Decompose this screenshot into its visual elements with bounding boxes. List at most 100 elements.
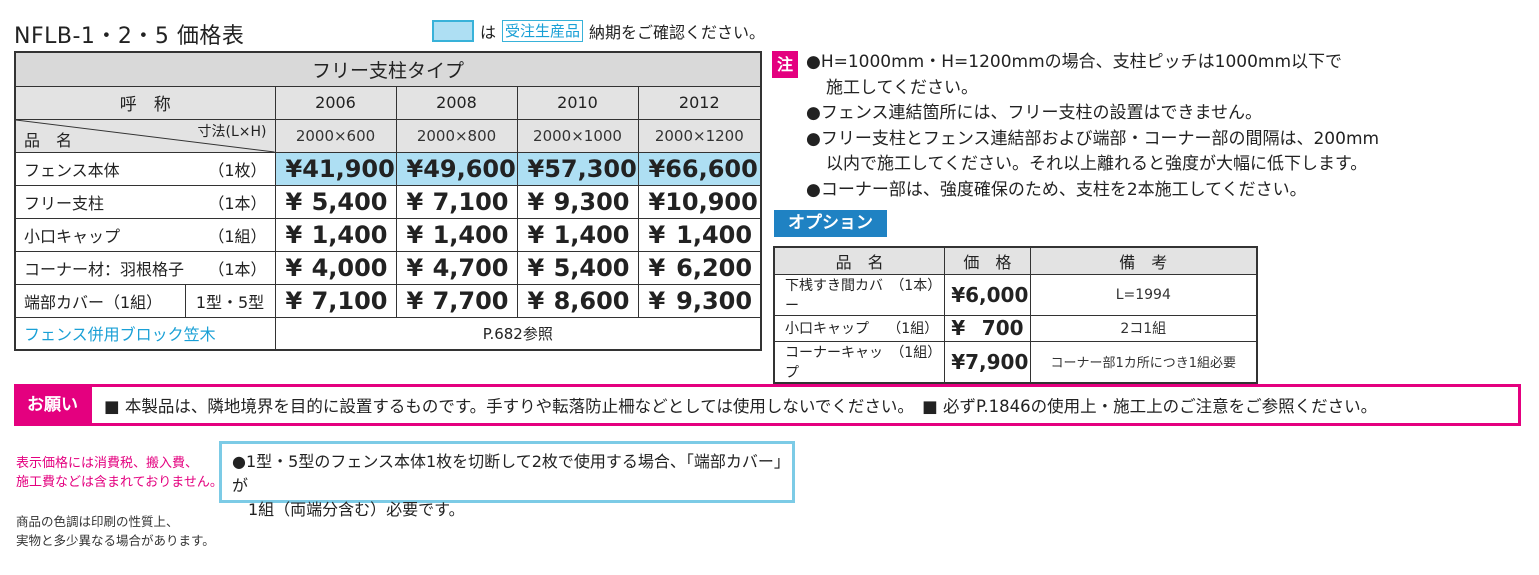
yen-sign: ¥ xyxy=(648,286,666,315)
price-value: 9,300 xyxy=(676,286,753,315)
option-table: 品 名 価 格 備 考 下桟すき間カバー （1本） ¥6,000 L=1994 小… xyxy=(773,246,1258,384)
option-name: 下桟すき間カバー xyxy=(785,277,883,314)
row-name: フリー支柱 xyxy=(24,193,105,213)
option-price: 7,900 xyxy=(965,349,1029,374)
note-tag: 注 xyxy=(772,51,798,78)
yen-sign: ¥ xyxy=(285,187,303,216)
option-remark: コーナー部1カ所につき1組必要 xyxy=(1029,340,1258,383)
size-header: 2000×800 xyxy=(395,118,518,153)
option-unit: （1組） xyxy=(890,344,942,361)
price-value: 57,300 xyxy=(544,154,637,183)
yen-sign: ¥ xyxy=(527,187,545,216)
table-row: フリー支柱 （1本） ¥5,400 ¥7,100 ¥9,300 ¥10,900 xyxy=(14,184,762,219)
footnote-line: 実物と多少異なる場合があります。 xyxy=(16,533,215,548)
page-reference: P.682参照 xyxy=(274,316,762,351)
row-unit: 1型・5型 xyxy=(184,283,276,318)
option-header: 価 格 xyxy=(944,246,1031,275)
footnote-line: 商品の色調は印刷の性質上、 xyxy=(16,514,179,529)
option-price: 6,000 xyxy=(965,282,1029,307)
footnote-line: 表示価格には消費税、搬入費、 xyxy=(16,456,199,471)
legend-tag: 受注生産品 xyxy=(502,20,584,42)
yen-sign: ¥ xyxy=(527,154,545,183)
option-header: 備 考 xyxy=(1029,246,1258,275)
option-unit: （1組） xyxy=(887,321,939,337)
price-value: 10,900 xyxy=(665,187,758,216)
table-row: コーナー材：羽根格子 （1本） ¥4,000 ¥4,700 ¥5,400 ¥6,2… xyxy=(14,250,762,285)
size-label: 寸法(L×H) xyxy=(197,123,267,140)
price-value: 1,400 xyxy=(311,220,388,249)
size-header: 2000×1000 xyxy=(516,118,639,153)
year-header: 2010 xyxy=(516,85,639,120)
yen-sign: ¥ xyxy=(648,187,666,216)
option-name: 小口キャップ xyxy=(785,321,869,337)
table-row: 端部カバー（1組） 1型・5型 ¥7,100 ¥7,700 ¥8,600 ¥9,… xyxy=(14,283,762,318)
row-unit: （1枚） xyxy=(208,160,267,180)
yen-sign: ¥ xyxy=(285,286,303,315)
row-unit: （1本） xyxy=(208,259,267,279)
yen-sign: ¥ xyxy=(406,286,424,315)
option-name: コーナーキャップ xyxy=(785,344,883,381)
item-label: 品 名 xyxy=(24,130,73,150)
row-unit: （1本） xyxy=(208,193,267,213)
table-row: フェンス本体 （1枚） ¥41,900 ¥49,600 ¥57,300 ¥66,6… xyxy=(14,151,762,186)
diagonal-line xyxy=(16,119,275,152)
price-value: 1,400 xyxy=(553,220,630,249)
price-value: 7,700 xyxy=(432,286,509,315)
table-row: 小口キャップ （1組） ¥1,400 ¥1,400 ¥1,400 ¥1,400 xyxy=(14,217,762,252)
yen-sign: ¥ xyxy=(527,220,545,249)
yen-sign: ¥ xyxy=(527,286,545,315)
yen-sign: ¥ xyxy=(285,154,303,183)
row-name: 端部カバー（1組） xyxy=(14,283,186,318)
year-header: 2006 xyxy=(274,85,397,120)
yen-sign: ¥ xyxy=(648,154,666,183)
price-footnote: 表示価格には消費税、搬入費、 施工費などは含まれておりません。 xyxy=(16,454,223,492)
request-bar: お願い ■ 本製品は、隣地境界を目的に設置するものです。手すりや転落防止柵などと… xyxy=(14,384,1521,426)
legend-suffix: 納期をご確認ください。 xyxy=(589,23,766,42)
block-cap-link[interactable]: フェンス併用ブロック笠木 xyxy=(14,316,276,351)
price-value: 5,400 xyxy=(553,253,630,282)
request-label: お願い xyxy=(17,387,92,423)
item-size-header: 寸法(L×H) 品 名 xyxy=(14,118,276,153)
yen-sign: ¥ xyxy=(406,154,424,183)
price-value: 7,100 xyxy=(311,286,388,315)
notes: ●H=1000mm・H=1200mmの場合、支柱ピッチは1000mm以下で 施工… xyxy=(806,50,1526,203)
page-title: NFLB-1・2・5 価格表 xyxy=(14,24,245,49)
option-remark: L=1994 xyxy=(1029,273,1258,316)
note-line: ●コーナー部は、強度確保のため、支柱を2本施工してください。 xyxy=(806,179,1307,200)
price-value: 9,300 xyxy=(553,187,630,216)
size-header: 2000×600 xyxy=(274,118,397,153)
price-value: 4,000 xyxy=(311,253,388,282)
yen-sign: ¥ xyxy=(527,253,545,282)
price-value: 41,900 xyxy=(302,154,395,183)
price-value: 1,400 xyxy=(432,220,509,249)
option-price: 700 xyxy=(981,316,1024,340)
legend: は 受注生産品 納期をご確認ください。 xyxy=(432,19,765,43)
price-value: 1,400 xyxy=(676,220,753,249)
legend-swatch xyxy=(432,20,474,42)
box-line: 1組（両端分含む）必要です。 xyxy=(248,500,465,519)
price-value: 5,400 xyxy=(311,187,388,216)
table-row: フェンス併用ブロック笠木 P.682参照 xyxy=(14,316,762,351)
price-value: 4,700 xyxy=(432,253,509,282)
size-header: 2000×1200 xyxy=(637,118,762,153)
option-tag: オプション xyxy=(774,210,887,237)
price-value: 8,600 xyxy=(553,286,630,315)
yen-sign: ¥ xyxy=(406,187,424,216)
yen-sign: ¥ xyxy=(285,220,303,249)
option-remark: 2コ1組 xyxy=(1029,314,1258,342)
yen-sign: ¥ xyxy=(648,220,666,249)
footnote-line: 施工費などは含まれておりません。 xyxy=(16,475,223,490)
yen-sign: ¥ xyxy=(648,253,666,282)
yen-sign: ¥ xyxy=(285,253,303,282)
table-header: フリー支柱タイプ xyxy=(14,51,762,87)
request-text: ■ 本製品は、隣地境界を目的に設置するものです。手すりや転落防止柵などとしては使… xyxy=(104,397,1378,416)
year-header: 2008 xyxy=(395,85,518,120)
yen-sign: ¥ xyxy=(951,349,966,374)
row-name: フェンス本体 xyxy=(24,160,120,180)
label-column-header: 呼 称 xyxy=(14,85,276,120)
box-line: ●1型・5型のフェンス本体1枚を切断して2枚で使用する場合、「端部カバー」が xyxy=(232,452,790,495)
yen-sign: ¥ xyxy=(951,316,966,340)
note-line: ●フェンス連結箇所には、フリー支柱の設置はできません。 xyxy=(806,103,1262,123)
end-cover-note: ●1型・5型のフェンス本体1枚を切断して2枚で使用する場合、「端部カバー」が 1… xyxy=(219,441,795,519)
note-line: ●H=1000mm・H=1200mmの場合、支柱ピッチは1000mm以下で xyxy=(806,52,1343,72)
